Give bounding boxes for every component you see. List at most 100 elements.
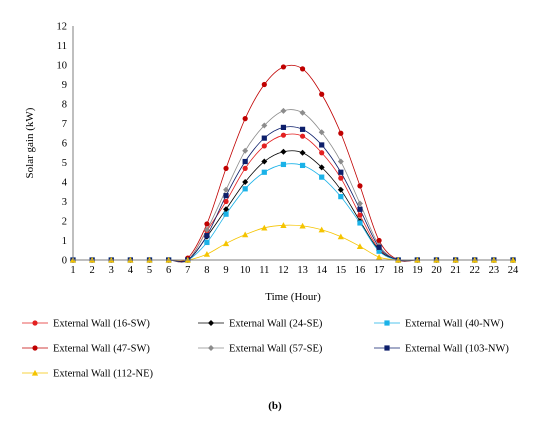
data-point	[299, 126, 306, 132]
data-point	[242, 147, 249, 154]
data-point	[223, 206, 230, 213]
data-point	[223, 186, 230, 193]
legend-item: External Wall (24-SE)	[198, 319, 323, 330]
legend-label: External Wall (112-NE)	[53, 369, 154, 380]
data-point	[318, 129, 325, 136]
data-point	[299, 66, 306, 72]
x-tick-label: 5	[147, 265, 152, 276]
y-tick-label: 5	[62, 158, 67, 169]
legend-marker	[208, 345, 214, 351]
data-point	[338, 194, 344, 200]
legend-label: External Wall (103-NW)	[405, 344, 509, 355]
x-tick-label: 19	[412, 265, 423, 276]
x-tick-label: 3	[109, 265, 114, 276]
legend-marker	[384, 320, 390, 326]
x-tick-label: 14	[316, 265, 327, 276]
data-point	[261, 224, 268, 231]
data-point	[223, 198, 229, 205]
data-point	[204, 233, 210, 239]
data-point	[261, 122, 268, 129]
data-point	[338, 175, 344, 181]
y-tick-label: 8	[62, 100, 67, 111]
series-line	[73, 109, 513, 263]
data-point	[376, 248, 382, 254]
x-tick-label: 21	[450, 265, 461, 276]
legend-item: External Wall (16-SW)	[22, 319, 150, 330]
x-tick-label: 11	[259, 265, 269, 276]
x-tick-label: 6	[166, 265, 171, 276]
data-point	[223, 211, 229, 217]
y-tick-label: 4	[62, 178, 68, 189]
legend-label: External Wall (57-SE)	[229, 344, 323, 355]
panel-label: (b)	[268, 400, 282, 412]
legend-item: External Wall (112-NE)	[22, 369, 154, 380]
data-point	[337, 233, 344, 240]
data-point	[337, 158, 344, 165]
data-point	[261, 81, 267, 88]
data-point	[357, 212, 363, 218]
plot-lines	[73, 64, 513, 263]
data-point	[204, 221, 210, 227]
y-tick-label: 2	[62, 217, 67, 228]
legend-marker	[32, 320, 38, 326]
data-point	[338, 130, 344, 136]
data-point	[280, 222, 287, 228]
data-point	[261, 135, 267, 141]
data-point	[280, 64, 287, 70]
series-line	[73, 163, 513, 262]
legend-marker	[208, 320, 214, 326]
data-point	[280, 161, 287, 168]
data-point	[318, 226, 325, 233]
x-tick-label: 1	[70, 265, 75, 276]
data-point	[299, 222, 306, 229]
legend-marker	[384, 345, 390, 351]
data-point	[280, 107, 287, 114]
data-point	[222, 240, 230, 247]
legend-marker	[31, 369, 39, 376]
legend-label: External Wall (40-NW)	[405, 319, 504, 330]
x-tick-label: 4	[128, 265, 134, 276]
data-point	[337, 186, 344, 193]
data-point	[261, 143, 267, 149]
data-point	[203, 251, 211, 257]
legend-label: External Wall (24-SE)	[229, 319, 323, 330]
series-line	[73, 64, 513, 262]
data-point	[357, 183, 363, 189]
data-point	[319, 174, 325, 180]
x-tick-label: 24	[508, 265, 519, 276]
data-point	[242, 165, 248, 171]
y-tick-label: 0	[62, 256, 67, 267]
y-axis-label: Solar gain (kW)	[24, 107, 36, 178]
legend-label: External Wall (47-SW)	[53, 344, 150, 355]
data-point	[242, 116, 248, 122]
x-tick-label: 23	[489, 265, 500, 276]
axes	[72, 26, 513, 261]
x-tick-label: 10	[240, 265, 251, 276]
legend-item: External Wall (47-SW)	[22, 344, 150, 355]
x-tick-label: 2	[90, 265, 95, 276]
data-point	[319, 91, 325, 97]
x-tick-label: 16	[355, 265, 366, 276]
data-point	[356, 200, 363, 207]
series-line	[73, 150, 513, 263]
x-tick-label: 20	[431, 265, 442, 276]
data-point	[242, 231, 249, 238]
data-point	[356, 243, 364, 250]
data-point	[223, 193, 229, 199]
y-tick-label: 9	[62, 80, 67, 91]
y-tick-label: 12	[57, 22, 68, 33]
series-line	[73, 133, 513, 263]
data-point	[357, 220, 363, 226]
data-point	[242, 158, 248, 165]
x-tick-label: 7	[185, 265, 190, 276]
x-axis-label: Time (Hour)	[265, 291, 321, 303]
data-point	[242, 179, 249, 185]
data-point	[299, 162, 306, 169]
data-point	[318, 164, 325, 171]
data-point	[204, 239, 210, 246]
y-tick-label: 1	[62, 236, 67, 247]
data-point	[280, 124, 287, 130]
data-point	[376, 237, 382, 244]
data-point	[319, 142, 325, 148]
